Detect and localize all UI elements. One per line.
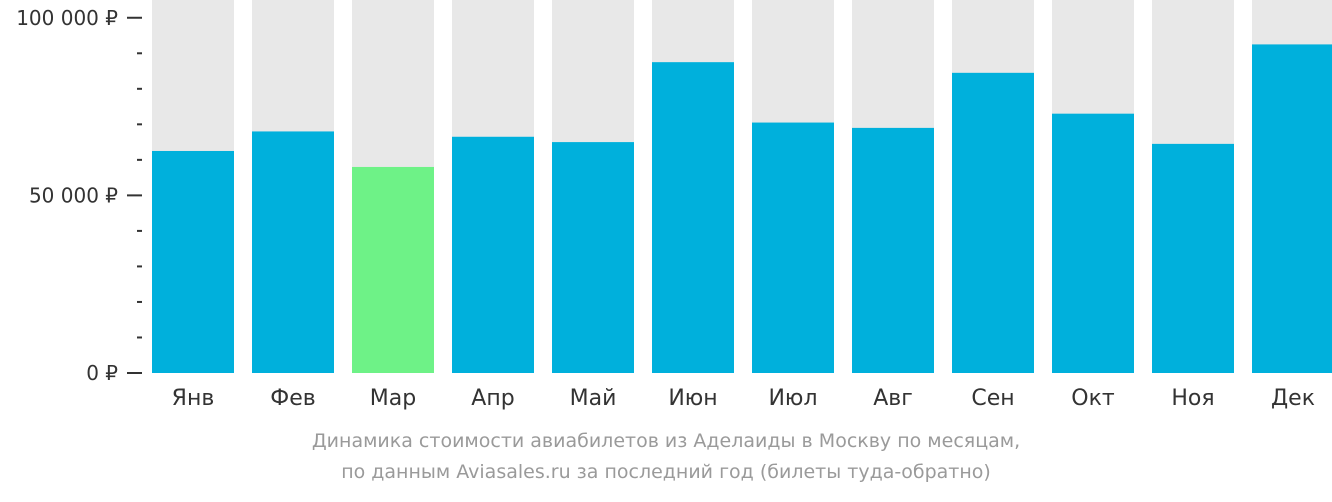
chart-caption-line-2: по данным Aviasales.ru за последний год … — [341, 461, 991, 483]
bar-9[interactable] — [952, 72, 1034, 374]
bar-8[interactable] — [852, 127, 934, 373]
bar-2[interactable] — [252, 131, 334, 373]
bar-6[interactable] — [652, 62, 734, 374]
bar-5[interactable] — [552, 142, 634, 373]
bar-12[interactable] — [1252, 44, 1332, 374]
x-tick-label: Авг — [873, 386, 913, 411]
x-tick-label: Дек — [1271, 386, 1315, 411]
bar-chart: 0 ₽ 50 000 ₽ 100 000 ₽ Янв Фев Мар Апр Май Июн И… — [16, 0, 1332, 411]
y-tick-label: 100 000 ₽ — [16, 6, 118, 30]
bar-10[interactable] — [1052, 113, 1134, 373]
bar-7[interactable] — [752, 122, 834, 373]
bar-1[interactable] — [152, 150, 234, 373]
bar-3[interactable] — [352, 166, 434, 373]
x-tick-label: Июн — [668, 386, 717, 411]
x-tick-label: Сен — [971, 386, 1014, 411]
bar-4[interactable] — [452, 136, 534, 373]
y-tick-label: 0 ₽ — [86, 361, 118, 385]
chart-caption-line-1: Динамика стоимости авиабилетов из Аделаи… — [311, 430, 1021, 452]
x-tick-label: Апр — [471, 386, 514, 411]
x-tick-label: Окт — [1071, 386, 1115, 411]
bars — [152, 0, 1332, 374]
x-tick-label: Янв — [172, 386, 215, 411]
x-tick-label: Июл — [768, 386, 817, 411]
x-tick-label: Ноя — [1171, 386, 1214, 411]
x-tick-label: Май — [570, 386, 617, 411]
y-tick-label: 50 000 ₽ — [29, 183, 118, 207]
x-axis-labels: Янв Фев Мар Апр Май Июн Июл Авг Сен Окт Ноя Дек — [172, 386, 1315, 411]
bar-11[interactable] — [1152, 143, 1234, 373]
y-axis: 0 ₽ 50 000 ₽ 100 000 ₽ — [16, 6, 142, 385]
x-tick-label: Мар — [370, 386, 416, 411]
x-tick-label: Фев — [270, 386, 315, 411]
